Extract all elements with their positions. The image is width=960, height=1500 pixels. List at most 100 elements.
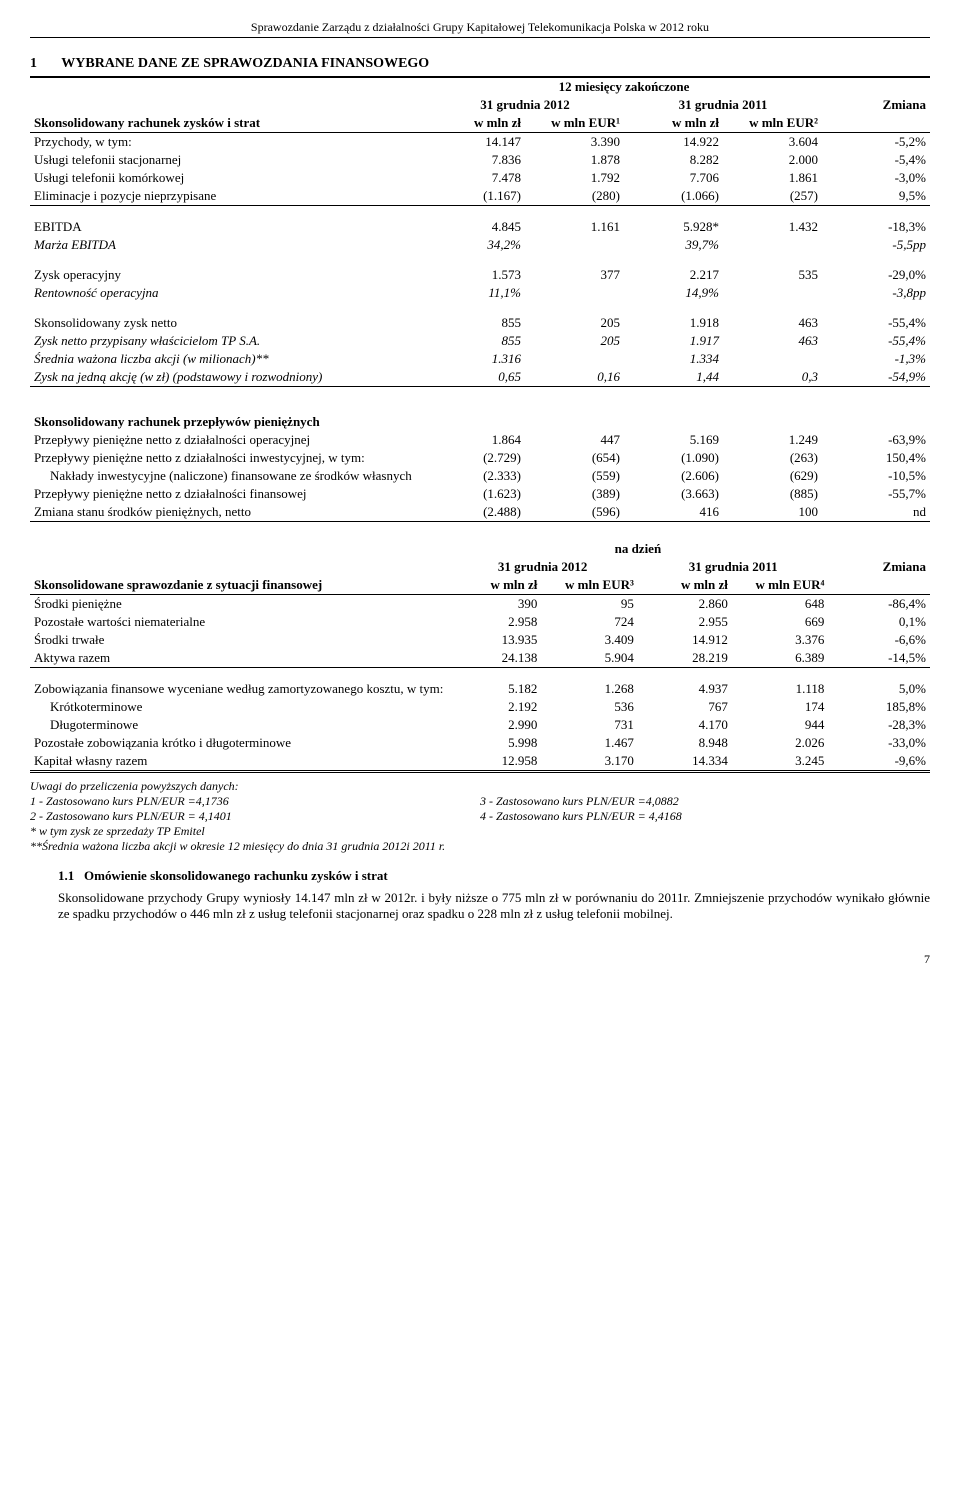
row-value: (1.623): [426, 485, 525, 503]
table-row: Zobowiązania finansowe wyceniane według …: [30, 680, 930, 698]
row-label: Pozostałe zobowiązania krótko i długoter…: [30, 734, 447, 752]
row-value: -29,0%: [822, 266, 930, 284]
row-value: -28,3%: [828, 716, 930, 734]
row-value: (2.606): [624, 467, 723, 485]
table-row: Przepływy pieniężne netto z działalności…: [30, 485, 930, 503]
row-value: 1.334: [624, 350, 723, 368]
row-value: (257): [723, 187, 822, 206]
row-value: (263): [723, 449, 822, 467]
row-value: (2.729): [426, 449, 525, 467]
row-label: Przepływy pieniężne netto z działalności…: [30, 485, 426, 503]
row-value: 3.245: [732, 752, 829, 772]
row-value: 1.861: [723, 169, 822, 187]
hdr-eur1: w mln EUR¹: [525, 114, 624, 133]
row-value: 2.955: [638, 613, 732, 631]
row-value: [525, 236, 624, 254]
row-value: 536: [541, 698, 638, 716]
row-value: (1.167): [426, 187, 525, 206]
col-zmiana-b: Zmiana: [828, 558, 930, 576]
row-value: 855: [426, 314, 525, 332]
table-row: Krótkoterminowe2.192536767174185,8%: [30, 698, 930, 716]
row-value: -14,5%: [828, 649, 930, 668]
row-value: nd: [822, 503, 930, 522]
row-label: Środki trwałe: [30, 631, 447, 649]
section-title: 1 WYBRANE DANE ZE SPRAWOZDANIA FINANSOWE…: [30, 56, 930, 72]
row-value: 39,7%: [624, 236, 723, 254]
row-value: 1.268: [541, 680, 638, 698]
row-label: Zysk netto przypisany właścicielom TP S.…: [30, 332, 426, 350]
row-value: -55,7%: [822, 485, 930, 503]
row-value: 4.845: [426, 218, 525, 236]
row-value: 2.860: [638, 595, 732, 614]
hdr-pln-2: w mln zł: [624, 114, 723, 133]
period-header-12m: 12 miesięcy zakończone: [426, 77, 822, 96]
row-value: 1.161: [525, 218, 624, 236]
row-value: 5.904: [541, 649, 638, 668]
row-label: Środki pieniężne: [30, 595, 447, 614]
row-label: Długoterminowe: [30, 716, 447, 734]
table-row: Zysk netto przypisany właścicielom TP S.…: [30, 332, 930, 350]
row-value: 3.376: [732, 631, 829, 649]
row-value: 28.219: [638, 649, 732, 668]
notes-block: Uwagi do przeliczenia powyższych danych:…: [30, 779, 930, 854]
row-value: -3,8pp: [822, 284, 930, 302]
block-f-label: Skonsolidowane sprawozdanie z sytuacji f…: [30, 576, 447, 595]
row-value: 1.878: [525, 151, 624, 169]
row-value: 669: [732, 613, 829, 631]
row-label: Eliminacje i pozycje nieprzypisane: [30, 187, 426, 206]
row-value: 14,9%: [624, 284, 723, 302]
table-row: Średnia ważona liczba akcji (w milionach…: [30, 350, 930, 368]
row-value: (280): [525, 187, 624, 206]
row-label: Skonsolidowany zysk netto: [30, 314, 426, 332]
body-paragraph: Skonsolidowane przychody Grupy wyniosły …: [58, 890, 930, 922]
hdr-eur2: w mln EUR²: [723, 114, 822, 133]
row-value: 648: [732, 595, 829, 614]
row-value: 535: [723, 266, 822, 284]
row-label: Pozostałe wartości niematerialne: [30, 613, 447, 631]
row-value: 4.937: [638, 680, 732, 698]
row-value: 24.138: [447, 649, 541, 668]
table-row: Kapitał własny razem12.9583.17014.3343.2…: [30, 752, 930, 772]
table-row: Pozostałe zobowiązania krótko i długoter…: [30, 734, 930, 752]
row-label: Nakłady inwestycyjne (naliczone) finanso…: [30, 467, 426, 485]
hdr-pln-4: w mln zł: [638, 576, 732, 595]
row-value: 3.604: [723, 133, 822, 152]
col-group-2012-b: 31 grudnia 2012: [447, 558, 638, 576]
row-value: 4.170: [638, 716, 732, 734]
table-row: Przepływy pieniężne netto z działalności…: [30, 449, 930, 467]
row-value: 463: [723, 314, 822, 332]
section-text: WYBRANE DANE ZE SPRAWOZDANIA FINANSOWEGO: [61, 56, 429, 71]
col-group-2012: 31 grudnia 2012: [426, 96, 624, 114]
row-value: [525, 284, 624, 302]
row-value: [723, 350, 822, 368]
note-6: **Średnia ważona liczba akcji w okresie …: [30, 839, 930, 854]
row-value: 1,44: [624, 368, 723, 387]
row-value: [723, 236, 822, 254]
table-row: Zysk na jedną akcję (w zł) (podstawowy i…: [30, 368, 930, 387]
row-value: 767: [638, 698, 732, 716]
row-value: -3,0%: [822, 169, 930, 187]
row-value: 0,1%: [828, 613, 930, 631]
row-label: Przychody, w tym:: [30, 133, 426, 152]
notes-header: Uwagi do przeliczenia powyższych danych:: [30, 779, 930, 794]
row-value: -86,4%: [828, 595, 930, 614]
row-value: 14.147: [426, 133, 525, 152]
row-label: EBITDA: [30, 218, 426, 236]
note-3: 3 - Zastosowano kurs PLN/EUR =4,0882: [480, 794, 930, 809]
table-row: Skonsolidowany zysk netto8552051.918463-…: [30, 314, 930, 332]
row-value: 8.282: [624, 151, 723, 169]
hdr-pln-1: w mln zł: [426, 114, 525, 133]
row-value: 3.390: [525, 133, 624, 152]
row-value: (389): [525, 485, 624, 503]
table-row: Aktywa razem24.1385.90428.2196.389-14,5%: [30, 649, 930, 668]
row-value: 447: [525, 431, 624, 449]
row-value: (629): [723, 467, 822, 485]
row-value: 14.912: [638, 631, 732, 649]
row-value: 95: [541, 595, 638, 614]
financial-table-2: na dzień 31 grudnia 2012 31 grudnia 2011…: [30, 540, 930, 773]
row-value: 13.935: [447, 631, 541, 649]
row-value: 1.467: [541, 734, 638, 752]
row-label: Aktywa razem: [30, 649, 447, 668]
row-value: 0,3: [723, 368, 822, 387]
table-row: EBITDA4.8451.1615.928*1.432-18,3%: [30, 218, 930, 236]
